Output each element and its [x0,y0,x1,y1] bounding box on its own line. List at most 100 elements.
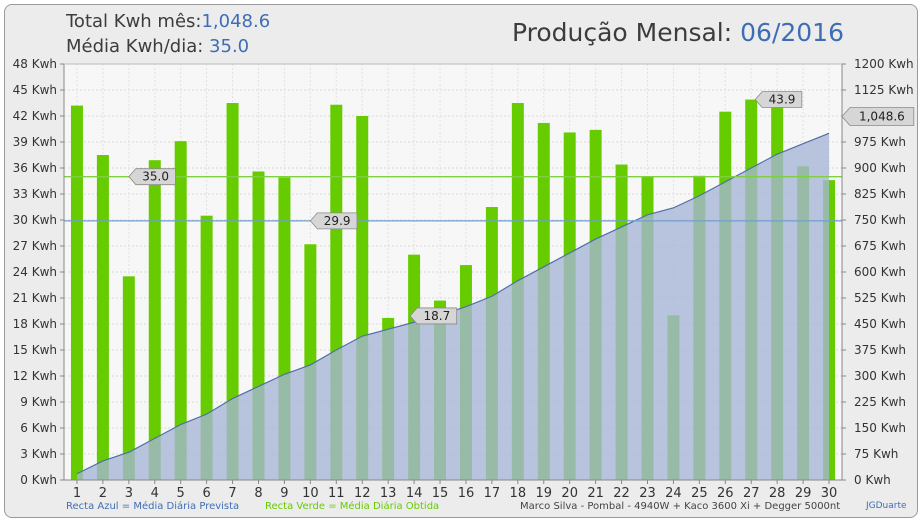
obtained-average-callout-box [128,168,176,186]
min-day-callout-box [409,307,458,325]
left-axis-tick-label: 21 Kwh [13,291,57,305]
chart-title-period: 06/2016 [740,18,844,47]
right-axis-tick-label: 150 Kwh [854,421,906,435]
x-axis-tick-label: 23 [639,486,656,501]
left-axis-tick-label: 15 Kwh [13,343,57,357]
right-axis-ticks: 0 Kwh 75 Kwh 150 Kwh 225 Kwh 300 Kwh 375 Kwh 4… [842,57,914,487]
min-day-callout-text: 18.7 [424,309,451,323]
x-axis-tick-label: 11 [328,486,345,501]
x-axis-tick-label: 26 [717,486,734,501]
footer-system-info: Marco Silva - Pombal - 4940W + Kaco 3600… [520,501,841,512]
x-axis-tick-label: 20 [561,486,578,501]
x-axis-tick-label: 25 [691,486,708,501]
x-axis-tick-label: 30 [821,486,838,501]
footer-credit: JGDuarte [866,501,907,511]
right-axis-tick-label: 525 Kwh [854,291,906,305]
x-axis-tick-label: 14 [406,486,423,501]
chart-title-label: Produção Mensal: [511,18,733,47]
daily-average-value: 35.0 [209,36,250,57]
cumulative-area [76,133,830,481]
monthly-total: Total Kwh mês:1,048.6 [66,11,270,32]
monthly-total-label: Total Kwh mês: [66,11,202,32]
min-day-callout: 18.7 [409,307,458,325]
obtained-average-callout-text: 35.0 [142,170,169,184]
daily-average-label: Média Kwh/dia: [66,36,204,57]
bar [174,141,187,480]
left-axis-tick-label: 39 Kwh [13,135,57,149]
right-axis-tick-label: 825 Kwh [854,187,906,201]
x-axis-tick-label: 1 [73,486,81,501]
right-axis-tick-label: 225 Kwh [854,395,906,409]
right-axis-tick-label: 300 Kwh [854,369,906,383]
x-axis-tick-label: 28 [769,486,786,501]
x-axis-tick-label: 4 [151,486,159,501]
daily-average: Média Kwh/dia: 35.0 [66,36,249,57]
right-axis-tick-label: 600 Kwh [854,265,906,279]
left-axis-tick-label: 6 Kwh [20,421,57,435]
chart-title: Produção Mensal: 06/2016 [512,18,844,47]
x-axis-tick-label: 3 [125,486,133,501]
expected-average-callout: 29.9 [309,212,358,230]
right-axis-tick-label: 975 Kwh [854,135,906,149]
left-axis-tick-label: 33 Kwh [13,187,57,201]
x-axis-tick-label: 29 [795,486,812,501]
right-axis-tick-label: 375 Kwh [854,343,906,357]
bar [148,160,161,480]
left-axis-tick-label: 42 Kwh [13,109,57,123]
footer-green-line-note: Recta Verde = Média Diária Obtida [265,501,440,512]
right-axis-tick-label: 75 Kwh [854,447,898,461]
left-axis-tick-label: 0 Kwh [20,473,57,487]
x-axis-tick-label: 24 [665,486,682,501]
x-axis-tick-label: 21 [587,486,604,501]
left-axis-tick-label: 30 Kwh [13,213,57,227]
x-axis-tick-label: 7 [228,486,236,501]
bar [96,155,109,480]
bar [226,103,239,480]
bar [70,105,83,480]
x-axis-ticks: 1 2 3 4 5 6 7 8 9 10 11 12 13 14 15 16 17 18 19 20 21 22 23 24 2… [73,480,837,501]
left-axis-tick-label: 3 Kwh [20,447,57,461]
right-axis-tick-label: 1125 Kwh [854,83,914,97]
left-axis-tick-label: 12 Kwh [13,369,57,383]
left-axis-tick-label: 9 Kwh [20,395,57,409]
expected-average-callout-box [309,212,358,230]
x-axis-tick-label: 9 [280,486,288,501]
left-axis-tick-label: 18 Kwh [13,317,57,331]
right-axis-tick-label: 1200 Kwh [854,57,914,71]
x-axis-tick-label: 19 [535,486,552,501]
right-axis-tick-label: 750 Kwh [854,213,906,227]
left-axis-tick-label: 24 Kwh [13,265,57,279]
left-axis-tick-label: 45 Kwh [13,83,57,97]
x-axis-tick-label: 5 [177,486,185,501]
max-day-callout: 43.9 [754,91,803,108]
left-axis-ticks: 0 Kwh 3 Kwh 6 Kwh 9 Kwh 12 Kwh 15 Kwh 18 Kwh 21… [13,57,64,487]
x-axis-tick-label: 17 [484,486,501,501]
right-axis-tick-label: 675 Kwh [854,239,906,253]
x-axis-tick-label: 15 [432,486,449,501]
monthly-total-callout: 1,048.6 [841,107,915,126]
expected-average-callout-text: 29.9 [324,214,351,228]
left-axis-tick-label: 36 Kwh [13,161,57,175]
max-day-callout-box [754,91,803,108]
left-axis-tick-label: 48 Kwh [13,57,57,71]
right-axis-tick-label: 450 Kwh [854,317,906,331]
monthly-total-callout-text: 1,048.6 [859,109,905,123]
x-axis-tick-label: 10 [302,486,319,501]
left-axis-tick-label: 27 Kwh [13,239,57,253]
x-axis-tick-label: 18 [510,486,527,501]
max-day-callout-text: 43.9 [769,93,796,107]
x-axis-tick-label: 27 [743,486,760,501]
x-axis-tick-label: 6 [202,486,210,501]
x-axis-tick-label: 2 [99,486,107,501]
footer-blue-line-note: Recta Azul = Média Diária Prevista [66,501,240,512]
bar [122,276,135,480]
x-axis-tick-label: 16 [458,486,475,501]
x-axis-tick-label: 8 [254,486,262,501]
monthly-total-value: 1,048.6 [201,11,271,32]
x-axis-tick-label: 22 [613,486,630,501]
right-axis-tick-label: 0 Kwh [854,473,891,487]
monthly-total-callout-box [841,107,915,126]
x-axis-tick-label: 13 [380,486,397,501]
